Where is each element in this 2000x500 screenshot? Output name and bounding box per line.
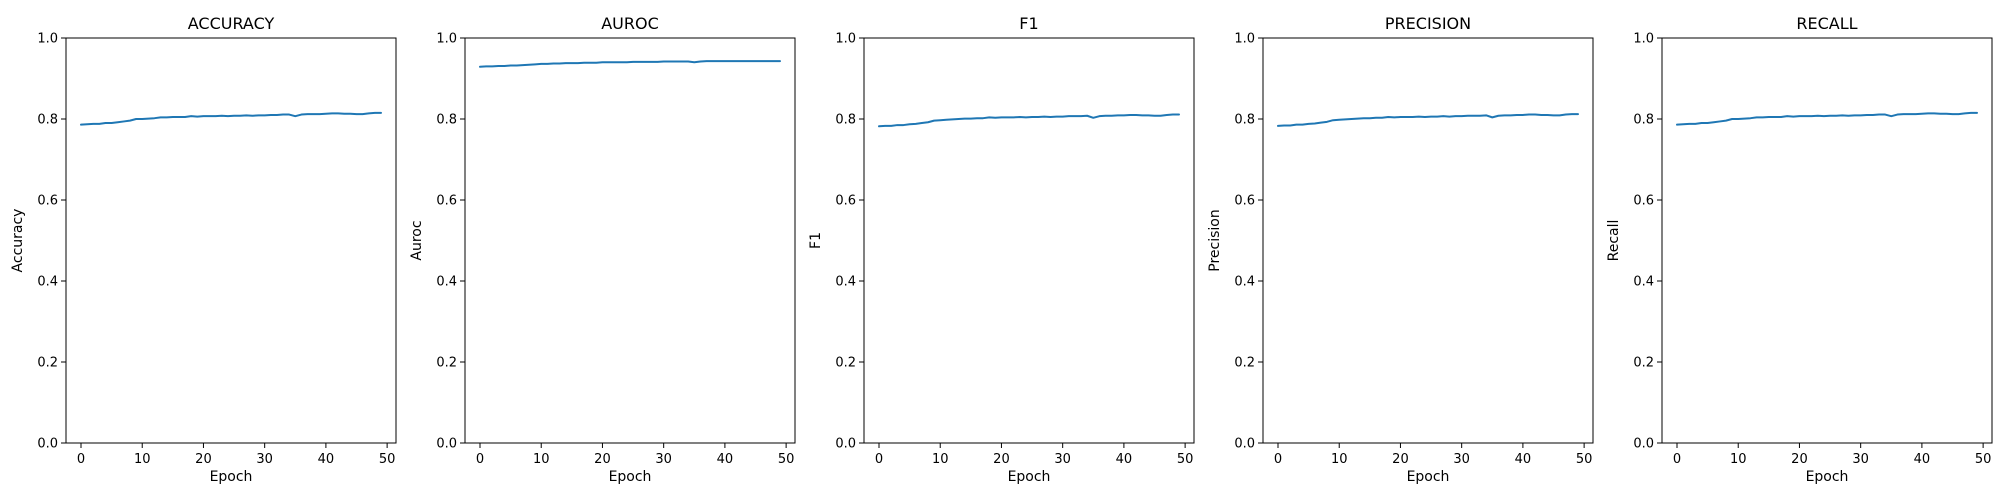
x-tick-label: 0 (476, 452, 484, 467)
series-line (1277, 113, 1579, 127)
y-tick-label: 0.6 (1234, 194, 1255, 209)
x-tick-label: 40 (1515, 452, 1532, 467)
x-tick-label: 0 (1274, 452, 1282, 467)
y-tick-label: 0.6 (436, 194, 457, 209)
y-axis-label: Recall (1606, 220, 1622, 262)
y-tick-label: 0.6 (835, 194, 856, 209)
x-tick-label: 20 (1392, 452, 1409, 467)
chart-title: PRECISION (1385, 14, 1471, 33)
chart-title: ACCURACY (188, 14, 275, 33)
x-tick-label: 10 (533, 452, 550, 467)
series-line (1676, 111, 1978, 126)
x-tick-label: 10 (1331, 452, 1348, 467)
x-tick-label: 10 (1730, 452, 1747, 467)
y-axis-label: Auroc (409, 220, 425, 260)
x-tick-label: 50 (379, 452, 396, 467)
y-tick-label: 0.8 (37, 113, 58, 128)
chart-panel-accuracy: ACCURACY 0.0 0.2 0.4 0.6 0.8 1.0 0 10 20 30 40 50 Epo… (10, 14, 397, 485)
y-tick-label: 0.4 (835, 275, 856, 290)
chart-title: F1 (1019, 14, 1038, 33)
x-tick-label: 30 (1054, 452, 1071, 467)
series-line (878, 113, 1180, 128)
plot-frame (1262, 37, 1594, 444)
x-tick-label: 50 (1576, 452, 1593, 467)
chart-title: AUROC (601, 14, 659, 33)
y-axis-label: F1 (808, 232, 824, 249)
x-axis-label: Epoch (1407, 469, 1450, 485)
y-tick-label: 0.8 (1234, 113, 1255, 128)
y-tick-label: 1.0 (835, 32, 856, 47)
y-tick-label: 0.6 (1633, 194, 1654, 209)
series-line (479, 60, 781, 68)
y-tick-label: 0.8 (835, 113, 856, 128)
x-tick-label: 10 (932, 452, 949, 467)
y-tick-label: 0.8 (1633, 113, 1654, 128)
x-axis-label: Epoch (609, 469, 652, 485)
plot-frame (1661, 37, 1993, 444)
x-axis-label: Epoch (210, 469, 253, 485)
y-tick-label: 0.0 (37, 437, 58, 452)
series-line (80, 111, 382, 126)
plot-frame (65, 37, 397, 444)
x-tick-label: 0 (875, 452, 883, 467)
y-tick-label: 1.0 (37, 32, 58, 47)
x-tick-label: 40 (717, 452, 734, 467)
x-axis-label: Epoch (1008, 469, 1051, 485)
x-tick-label: 10 (134, 452, 151, 467)
y-tick-label: 0.2 (1633, 356, 1654, 371)
x-tick-label: 40 (1914, 452, 1931, 467)
x-tick-label: 40 (318, 452, 335, 467)
x-tick-label: 50 (1975, 452, 1992, 467)
x-tick-label: 30 (256, 452, 273, 467)
plot-frame (464, 37, 796, 444)
y-tick-label: 0.0 (1633, 437, 1654, 452)
x-axis-label: Epoch (1806, 469, 1849, 485)
y-axis-label: Precision (1207, 209, 1223, 271)
chart-panel-f1: F1 0.0 0.2 0.4 0.6 0.8 1.0 0 10 20 30 40 50 Epoch F1 (808, 14, 1195, 485)
x-tick-label: 20 (195, 452, 212, 467)
y-tick-label: 0.6 (37, 194, 58, 209)
y-tick-label: 1.0 (1633, 32, 1654, 47)
y-tick-label: 0.0 (436, 437, 457, 452)
x-tick-label: 30 (1852, 452, 1869, 467)
y-tick-label: 0.4 (1234, 275, 1255, 290)
x-tick-label: 30 (655, 452, 672, 467)
plot-frame (863, 37, 1195, 444)
y-tick-label: 0.4 (1633, 275, 1654, 290)
y-axis-label: Accuracy (10, 209, 26, 273)
chart-title: RECALL (1796, 14, 1857, 33)
y-tick-label: 0.0 (1234, 437, 1255, 452)
x-tick-label: 40 (1116, 452, 1133, 467)
y-tick-label: 1.0 (436, 32, 457, 47)
y-tick-label: 0.2 (37, 356, 58, 371)
x-tick-label: 20 (594, 452, 611, 467)
y-tick-label: 0.0 (835, 437, 856, 452)
chart-panel-recall: RECALL 0.0 0.2 0.4 0.6 0.8 1.0 0 10 20 30 40 50 Epoch… (1606, 14, 1993, 485)
chart-panel-auroc: AUROC 0.0 0.2 0.4 0.6 0.8 1.0 0 10 20 30 40 50 Epoch A… (409, 14, 796, 485)
y-tick-label: 0.2 (835, 356, 856, 371)
y-tick-label: 0.2 (436, 356, 457, 371)
x-tick-label: 0 (1673, 452, 1681, 467)
x-tick-label: 50 (1177, 452, 1194, 467)
chart-panel-precision: PRECISION 0.0 0.2 0.4 0.6 0.8 1.0 0 10 20 30 40 50 Ep… (1207, 14, 1594, 485)
x-tick-label: 20 (993, 452, 1010, 467)
x-tick-label: 50 (778, 452, 795, 467)
y-tick-label: 0.2 (1234, 356, 1255, 371)
y-tick-label: 0.4 (436, 275, 457, 290)
x-tick-label: 0 (77, 452, 85, 467)
y-tick-label: 0.8 (436, 113, 457, 128)
x-tick-label: 30 (1453, 452, 1470, 467)
x-tick-label: 20 (1791, 452, 1808, 467)
y-tick-label: 1.0 (1234, 32, 1255, 47)
y-tick-label: 0.4 (37, 275, 58, 290)
